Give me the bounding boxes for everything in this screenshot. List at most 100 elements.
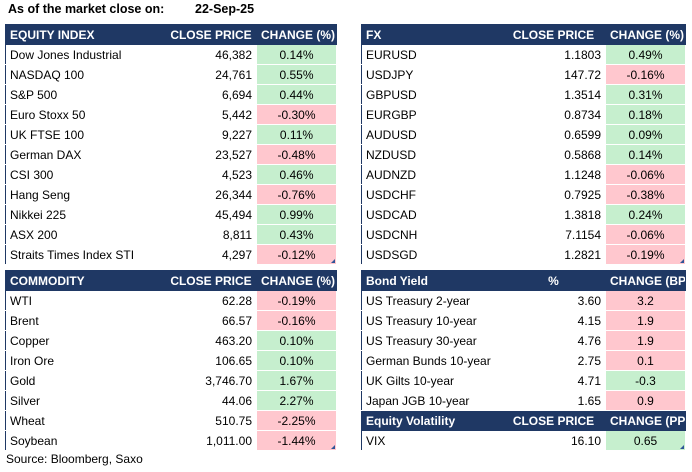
commodity-header-row: COMMODITY CLOSE PRICE CHANGE (%) (5, 270, 337, 291)
row-value: 1.3818 (501, 204, 606, 225)
source-note: Source: Bloomberg, Saxo (6, 452, 143, 466)
row-change: 0.18% (605, 104, 686, 125)
bonds-row: US Treasury 10-year 4.15 1.9 (361, 310, 686, 331)
row-change: -0.76% (256, 184, 337, 205)
row-name: WTI (5, 290, 166, 311)
row-value: 0.5868 (501, 144, 606, 165)
row-value: 4.76 (501, 330, 606, 351)
row-change: 0.99% (256, 204, 337, 225)
row-value: 3.60 (501, 290, 606, 311)
table-corner-mark (680, 445, 684, 449)
row-change: -0.48% (256, 144, 337, 165)
row-name: USDJPY (361, 64, 502, 85)
row-value: 0.7925 (501, 184, 606, 205)
fx-row: NZDUSD 0.5868 0.14% (361, 144, 686, 165)
row-value: 463.20 (165, 330, 257, 351)
row-name: AUDUSD (361, 124, 502, 145)
row-value: 1,011.00 (165, 430, 257, 451)
row-value: 2.75 (501, 350, 606, 371)
row-change: -0.38% (605, 184, 686, 205)
row-value: 45,494 (165, 204, 257, 225)
row-name: Copper (5, 330, 166, 351)
row-name: German Bunds 10-year (361, 350, 502, 371)
row-change: 0.14% (605, 144, 686, 165)
equity-row: ASX 200 8,811 0.43% (5, 224, 337, 245)
bond-yield-table: Bond Yield % CHANGE (BPS) US Treasury 2-… (361, 270, 686, 451)
equity-row: German DAX 23,527 -0.48% (5, 144, 337, 165)
row-change: 0.55% (256, 64, 337, 85)
row-value: 46,382 (165, 44, 257, 65)
row-name: GBPUSD (361, 84, 502, 105)
commodity-row: Brent 66.57 -0.16% (5, 310, 337, 331)
fx-col-price: CLOSE PRICE (501, 24, 606, 45)
row-value: 23,527 (165, 144, 257, 165)
commodity-row: Silver 44.06 2.27% (5, 390, 337, 411)
as-of-label: As of the market close on: (8, 2, 165, 16)
fx-row: EURUSD 1.1803 0.49% (361, 44, 686, 65)
fx-col-name: FX (361, 24, 502, 45)
row-change: -0.06% (605, 224, 686, 245)
equity-row: Hang Seng 26,344 -0.76% (5, 184, 337, 205)
row-name: NZDUSD (361, 144, 502, 165)
equity-col-price: CLOSE PRICE (165, 24, 257, 45)
row-name: NASDAQ 100 (5, 64, 166, 85)
row-name: UK FTSE 100 (5, 124, 166, 145)
row-name: CSI 300 (5, 164, 166, 185)
equity-row: UK FTSE 100 9,227 0.11% (5, 124, 337, 145)
row-name: ASX 200 (5, 224, 166, 245)
row-name: USDCAD (361, 204, 502, 225)
row-name: USDCHF (361, 184, 502, 205)
row-name: Hang Seng (5, 184, 166, 205)
row-change: -0.30% (256, 104, 337, 125)
equity-row: Dow Jones Industrial 46,382 0.14% (5, 44, 337, 65)
row-change: -1.44% (256, 430, 337, 451)
commodity-col-change: CHANGE (%) (256, 270, 337, 291)
fx-row: USDSGD 1.2821 -0.19% (361, 244, 686, 265)
row-change: -0.12% (256, 244, 337, 265)
row-name: Brent (5, 310, 166, 331)
as-of-date: 22-Sep-25 (195, 2, 255, 16)
row-value: 62.28 (165, 290, 257, 311)
row-value: 44.06 (165, 390, 257, 411)
bond-col-change: CHANGE (BPS) (605, 270, 686, 291)
fx-row: USDJPY 147.72 -0.16% (361, 64, 686, 85)
row-name: EURUSD (361, 44, 502, 65)
row-change: 0.1 (605, 350, 686, 371)
row-value: 1.65 (501, 390, 606, 411)
row-change: 0.31% (605, 84, 686, 105)
fx-row: AUDNZD 1.1248 -0.06% (361, 164, 686, 185)
bond-col-name: Bond Yield (361, 270, 502, 291)
row-change: 3.2 (605, 290, 686, 311)
equity-index-table: EQUITY INDEX CLOSE PRICE CHANGE (%) Dow … (5, 24, 337, 265)
row-change: -0.16% (256, 310, 337, 331)
row-change: 1.9 (605, 310, 686, 331)
row-name: USDSGD (361, 244, 502, 265)
row-value: 106.65 (165, 350, 257, 371)
table-corner-mark (331, 445, 335, 449)
row-change: 0.11% (256, 124, 337, 145)
row-change: -0.06% (605, 164, 686, 185)
row-value: 5,442 (165, 104, 257, 125)
row-value: 66.57 (165, 310, 257, 331)
row-name: German DAX (5, 144, 166, 165)
row-name: S&P 500 (5, 84, 166, 105)
fx-row: GBPUSD 1.3514 0.31% (361, 84, 686, 105)
row-value: 510.75 (165, 410, 257, 431)
row-name: Gold (5, 370, 166, 391)
row-value: 7.1154 (501, 224, 606, 245)
commodity-row: Copper 463.20 0.10% (5, 330, 337, 351)
row-change: -2.25% (256, 410, 337, 431)
row-name: Iron Ore (5, 350, 166, 371)
row-change: 0.09% (605, 124, 686, 145)
row-value: 1.2821 (501, 244, 606, 265)
row-change: 0.49% (605, 44, 686, 65)
row-change: 1.9 (605, 330, 686, 351)
bond-col-yield: % (501, 270, 606, 291)
row-value: 4.15 (501, 310, 606, 331)
row-change: 2.27% (256, 390, 337, 411)
volatility-col-change: CHANGE (PP) (605, 410, 686, 431)
row-value: 147.72 (501, 64, 606, 85)
equity-row: Nikkei 225 45,494 0.99% (5, 204, 337, 225)
commodity-col-price: CLOSE PRICE (165, 270, 257, 291)
equity-row: Straits Times Index STI 4,297 -0.12% (5, 244, 337, 265)
